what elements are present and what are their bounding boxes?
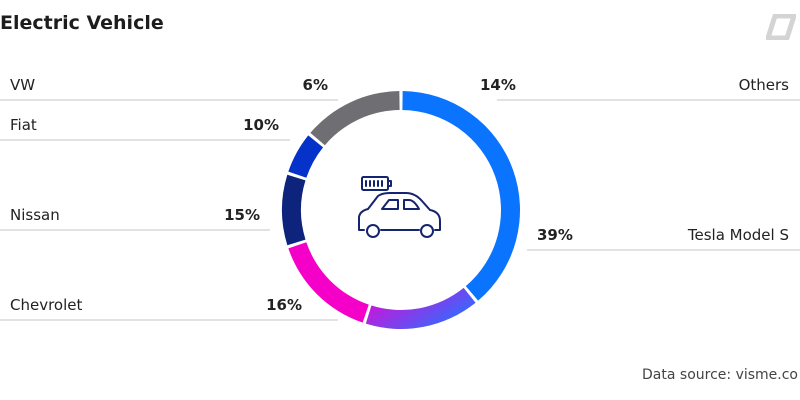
category-label: VW bbox=[10, 76, 35, 94]
category-label: Chevrolet bbox=[10, 296, 82, 314]
chart-title: Electric Vehicle bbox=[0, 12, 164, 34]
percent-label: 10% bbox=[243, 116, 279, 134]
slice-tesla-model-s bbox=[402, 91, 521, 301]
percent-label: 16% bbox=[266, 296, 302, 314]
data-source: Data source: visme.co bbox=[642, 367, 798, 383]
visme-logo-icon bbox=[765, 13, 797, 44]
percent-label: 6% bbox=[303, 76, 328, 94]
slice-others bbox=[310, 91, 400, 146]
slice-chevrolet bbox=[365, 287, 476, 329]
percent-label: 15% bbox=[224, 206, 260, 224]
electric-car-icon bbox=[358, 176, 441, 238]
category-label: Fiat bbox=[10, 116, 37, 134]
percent-label: 14% bbox=[480, 76, 516, 94]
category-label: Others bbox=[739, 76, 790, 94]
slice-nissan bbox=[288, 242, 369, 323]
slice-fiat bbox=[282, 174, 306, 246]
category-label: Nissan bbox=[10, 206, 60, 224]
slice-vw bbox=[288, 135, 324, 178]
percent-label: 39% bbox=[537, 226, 573, 244]
category-label: Tesla Model S bbox=[687, 226, 789, 244]
